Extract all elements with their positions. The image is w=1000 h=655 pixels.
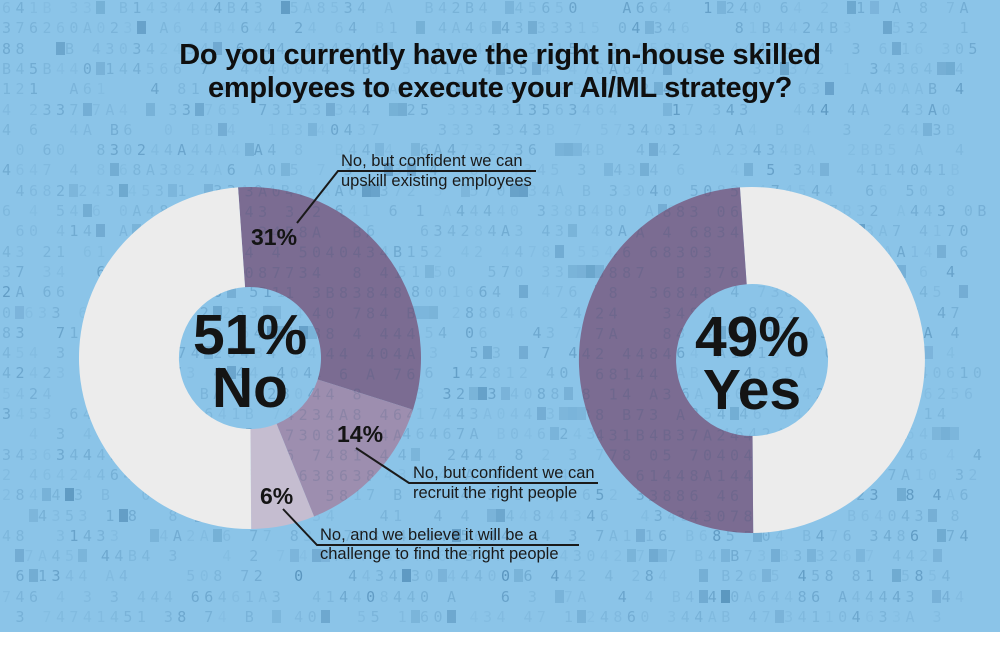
pattern-row: 48 31433 4A2A 6 77 83 3753 4 14 5644 4 3 7… <box>2 526 973 545</box>
pattern-row: 641B 33 B1434444B43 5A8534 A B42B4 45650… <box>2 0 973 17</box>
donut-charts-svg: 641B 338 B1434444B43 85A8534 A B42B4 845… <box>2 0 1000 627</box>
donut-segments <box>78 187 925 534</box>
donut-segment <box>250 423 315 529</box>
no-donut-center-label: 51% No <box>130 303 370 420</box>
title-line-2: employees to execute your AI/ML strategy… <box>208 72 792 105</box>
pattern-row: 4 2337 7A4 33 765 73153 344 25 333431356346… <box>2 100 955 119</box>
no-word: No <box>212 356 288 420</box>
pattern-row: 6 1344 A4 508 72 0 4434 30 44400 6 442 4 284… <box>15 567 955 586</box>
svg-text:376260A0238 A6 4B4644 24 64 B1: 376260A0238 A6 4B4644 24 64 B1 8 4A46843… <box>2 20 1000 38</box>
pattern-row: 121 A61 4 81 44 400 A440A2 38 30 24BB 76… <box>2 80 969 99</box>
page-title: Do you currently have the right in-house… <box>0 39 1000 105</box>
leader-line-challenge <box>282 508 579 546</box>
pattern-row: B45B440 144566 7 4440044 4B 5 01A 4 35 4 47… <box>2 59 969 78</box>
donut-segment <box>78 187 252 530</box>
pattern-row: 0 60 830244A44A4 A4 8 B44 4 6A4732736 4B 4… <box>15 141 969 160</box>
upskill-label-line-1: No, but confident we can <box>341 152 523 170</box>
donut-segment <box>276 379 413 517</box>
pattern-row: 3 74741451 38 74 B 40 55 1 60 434 47 1 248… <box>15 608 946 626</box>
svg-text:3 74741451 38 74 B 8 408 55 1: 3 74741451 38 74 B 8 408 55 18608 434 47… <box>2 609 1000 627</box>
svg-text:681344 A4 508 72 0 44348: 681344 A4 508 72 0 443483084440086 442 4… <box>2 568 1000 586</box>
challenge-label-line-2: challenge to find the right people <box>320 545 559 563</box>
yes-donut-center-label: 49% Yes <box>632 305 872 422</box>
pattern-row: 6 4 546 0A482 8 43 3 2 641 6 1 A44440 33… <box>2 202 991 220</box>
recruit-segment-percentage: 14% <box>337 421 384 447</box>
svg-text:746 4 3 3 444 66461A3 4144084: 746 4 3 3 444 66461A3 414408440 A 6 3 87… <box>2 589 1000 607</box>
upskill-label-line-2: upskill existing employees <box>341 172 532 190</box>
challenge-segment-label: No, and we believe it will be a challeng… <box>320 526 559 564</box>
blue-background: 641B 33 B1434444B43 5A8534 A B42B4 45650… <box>0 0 1000 632</box>
pattern-row: 7A45 44B4 3 4 2 7 4 434 5640003 4 3 143042… <box>2 549 942 564</box>
upskill-segment-percentage: 31% <box>251 224 298 250</box>
recruit-label-line-2: recruit the right people <box>413 483 578 502</box>
donut-segment <box>578 187 754 534</box>
recruit-segment-label: No, but confident we can recruit the rig… <box>413 464 595 503</box>
pattern-row: 88 B 430342434 6 44 434340 11B444 3 15A … <box>2 39 982 58</box>
recruit-label-line-1: No, but confident we can <box>413 464 595 482</box>
svg-text:641B 338 B1434444B43 85A8534 A: 641B 338 B1434444B43 85A8534 A B42B4 845… <box>2 0 1000 18</box>
yes-percentage: 49% <box>694 305 810 369</box>
pattern-row: 746 4 3 3 444 66461A3 414408440 A 6 3 7A… <box>2 587 969 606</box>
pattern-row: 376260A023 A6 4B4644 24 64 B1 4A46 43 3331… <box>2 19 973 38</box>
yes-word: Yes <box>702 358 802 422</box>
title-line-1: Do you currently have the right in-house… <box>179 39 821 72</box>
challenge-segment-percentage: 6% <box>260 483 294 509</box>
svg-text:4 6 4A B6 0 BB84 1B3840437: 4 6 4A B6 0 BB84 1B3840437 333 3343B 7 5… <box>2 122 1000 140</box>
svg-text:84353 188 8 8B4 8364 34 41: 84353 188 8 8B4 8364 34 41 4 4 884484434… <box>2 508 1000 526</box>
leader-line-recruit <box>355 447 598 484</box>
pattern-row: 4647 4 8 68A3824A6 A0 5 7 3 3 4 64 4345 3 … <box>2 161 964 180</box>
upskill-segment-label: No, but confident we can upskill existin… <box>341 151 532 191</box>
no-percentage: 51% <box>192 303 308 367</box>
donut-segment <box>238 187 422 410</box>
donut-segment <box>739 187 925 533</box>
pattern-row: 4 6 4A B6 0 BB 4 1B3 40437 333 3343B 7 573… <box>2 120 960 139</box>
challenge-label-line-1: No, and we believe it will be a <box>320 526 538 544</box>
leader-line-upskill <box>296 170 536 224</box>
